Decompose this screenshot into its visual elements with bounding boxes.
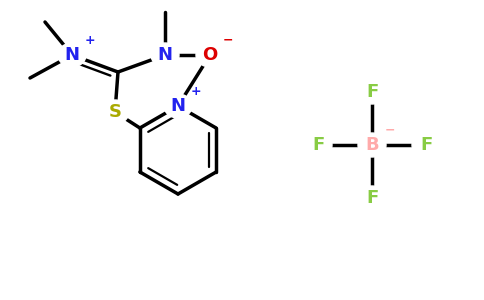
Ellipse shape (412, 133, 440, 157)
Text: N: N (64, 46, 79, 64)
Ellipse shape (164, 94, 192, 118)
Ellipse shape (58, 43, 86, 67)
Ellipse shape (304, 133, 332, 157)
Text: +: + (85, 34, 96, 47)
Text: B: B (365, 136, 379, 154)
Text: F: F (312, 136, 324, 154)
Text: N: N (170, 97, 185, 115)
Ellipse shape (358, 186, 386, 210)
Text: −: − (223, 34, 233, 47)
Ellipse shape (151, 43, 179, 67)
Text: N: N (157, 46, 172, 64)
Ellipse shape (196, 43, 224, 67)
Text: O: O (202, 46, 218, 64)
Text: +: + (191, 85, 202, 98)
Text: F: F (420, 136, 432, 154)
Text: S: S (108, 103, 121, 121)
Ellipse shape (358, 133, 386, 157)
Text: F: F (366, 189, 378, 207)
Text: −: − (385, 124, 395, 137)
Ellipse shape (358, 80, 386, 104)
Text: F: F (366, 83, 378, 101)
Ellipse shape (101, 100, 129, 124)
